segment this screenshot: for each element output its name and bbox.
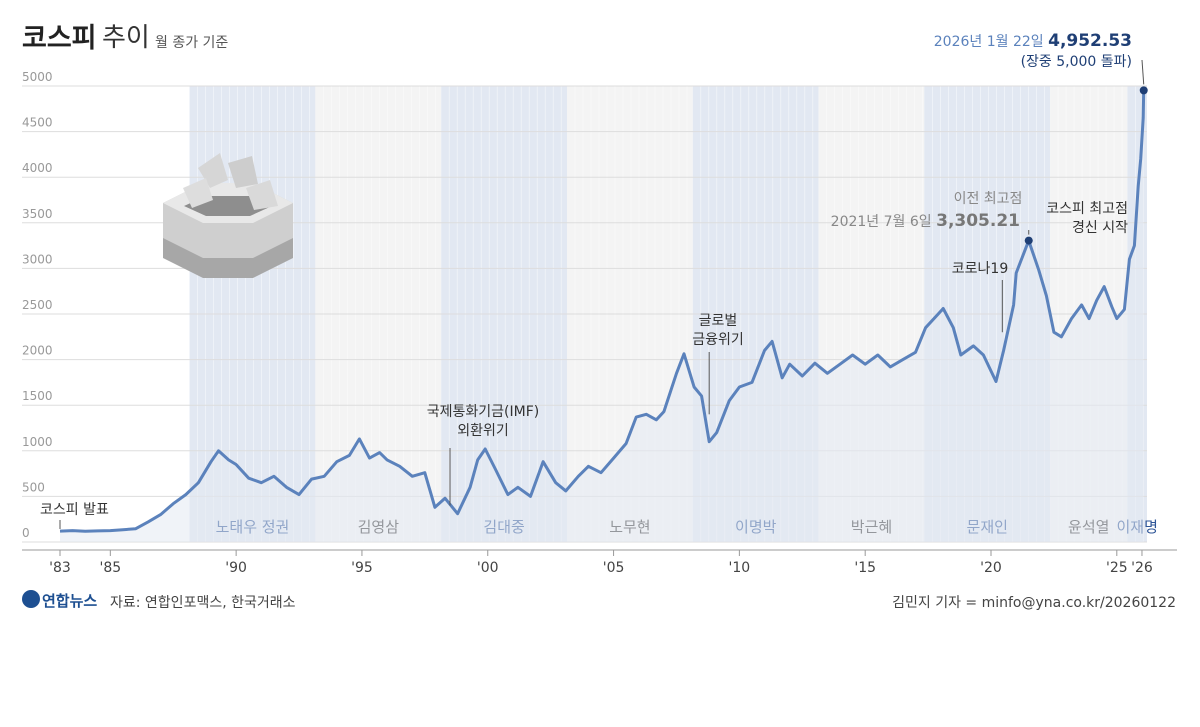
prev-high-label: 이전 최고점	[954, 191, 1023, 207]
source-note: 자료: 연합인포맥스, 한국거래소	[110, 595, 296, 611]
x-tick-label: '25	[1106, 560, 1128, 576]
x-tick-label: '00	[477, 560, 499, 576]
x-tick-label: '15	[854, 560, 876, 576]
series-line	[59, 90, 1146, 533]
x-tick-label: '83	[49, 560, 71, 576]
annotation-gfc: 금융위기	[692, 332, 744, 348]
chart-basis-note: 월 종가 기준	[155, 35, 229, 51]
yonhap-logo: 연합뉴스	[22, 588, 104, 612]
annotation-new-high: 코스피 최고점	[1046, 201, 1128, 217]
annotation-covid: 코로나19	[952, 261, 1008, 277]
x-tick-label: '10	[729, 560, 751, 576]
latest-value-label: 2026년 1월 22일 4,952.53	[934, 31, 1132, 51]
chart-title-sub: 추이	[102, 23, 150, 53]
x-tick-label: '26	[1131, 560, 1153, 576]
y-tick-label: 0	[22, 526, 30, 540]
prev-peak-label: 2021년 7월 6일 3,305.21	[831, 211, 1020, 231]
annotation-new-high: 경신 시작	[1072, 220, 1128, 236]
credit-note: 김민지 기자 = minfo@yna.co.kr/20260122	[892, 595, 1176, 611]
stock-pot-icon	[163, 153, 293, 278]
y-tick-label: 4500	[22, 116, 53, 130]
annotation-launch: 코스피 발표	[40, 502, 109, 518]
annotation-imf: 외환위기	[457, 423, 509, 439]
x-tick-label: '90	[225, 560, 247, 576]
annotation-gfc: 글로벌	[699, 313, 738, 329]
prev-peak-marker	[1024, 236, 1033, 245]
x-tick-label: '85	[99, 560, 121, 576]
x-tick-label: '95	[351, 560, 373, 576]
latest-note-label: (장중 5,000 돌파)	[1021, 54, 1132, 70]
y-tick-label: 5000	[22, 70, 53, 84]
y-tick-label: 1500	[22, 389, 53, 403]
x-tick-label: '20	[980, 560, 1002, 576]
y-tick-label: 2500	[22, 298, 53, 312]
series-area	[60, 90, 1144, 543]
y-tick-label: 3500	[22, 207, 53, 221]
leader-line	[1141, 59, 1145, 85]
x-tick-label: '05	[603, 560, 625, 576]
y-tick-label: 4000	[22, 161, 53, 175]
y-tick-label: 1000	[22, 435, 53, 449]
y-tick-label: 500	[22, 480, 45, 494]
latest-marker	[1139, 86, 1148, 95]
y-tick-label: 2000	[22, 344, 53, 358]
y-tick-label: 3000	[22, 252, 53, 266]
annotation-imf: 국제통화기금(IMF)	[427, 404, 539, 420]
chart-title: 코스피	[22, 23, 97, 54]
